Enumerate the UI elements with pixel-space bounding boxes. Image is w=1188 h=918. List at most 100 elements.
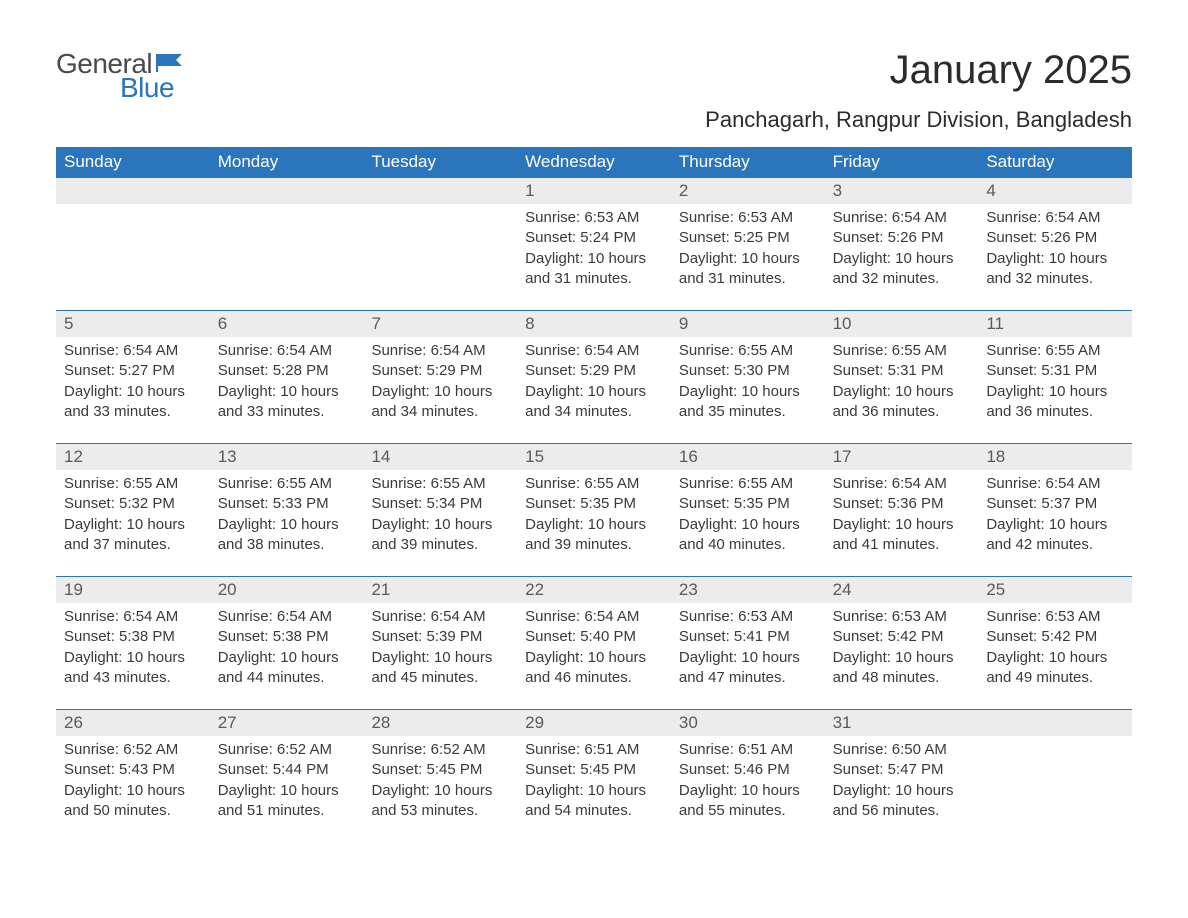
daylight-text: Daylight: 10 hours and 56 minutes. bbox=[833, 781, 971, 822]
day-content-row: Sunrise: 6:54 AMSunset: 5:27 PMDaylight:… bbox=[56, 337, 1132, 443]
sunset-text: Sunset: 5:41 PM bbox=[679, 627, 817, 647]
sunrise-text: Sunrise: 6:51 AM bbox=[525, 740, 663, 760]
week-wrapper: 262728293031Sunrise: 6:52 AMSunset: 5:43… bbox=[56, 709, 1132, 842]
sunset-text: Sunset: 5:38 PM bbox=[218, 627, 356, 647]
day-content-cell: Sunrise: 6:54 AMSunset: 5:27 PMDaylight:… bbox=[56, 337, 210, 443]
day-content-row: Sunrise: 6:55 AMSunset: 5:32 PMDaylight:… bbox=[56, 470, 1132, 576]
weeks-container: 1234Sunrise: 6:53 AMSunset: 5:24 PMDayli… bbox=[56, 178, 1132, 842]
day-number-cell: 20 bbox=[210, 577, 364, 603]
sunset-text: Sunset: 5:30 PM bbox=[679, 361, 817, 381]
day-content-cell: Sunrise: 6:54 AMSunset: 5:26 PMDaylight:… bbox=[825, 204, 979, 310]
day-number-cell: 17 bbox=[825, 444, 979, 470]
daylight-text: Daylight: 10 hours and 55 minutes. bbox=[679, 781, 817, 822]
day-content-cell: Sunrise: 6:55 AMSunset: 5:35 PMDaylight:… bbox=[671, 470, 825, 576]
location-subtitle: Panchagarh, Rangpur Division, Bangladesh bbox=[705, 107, 1132, 133]
day-content-cell: Sunrise: 6:51 AMSunset: 5:46 PMDaylight:… bbox=[671, 736, 825, 842]
day-content-cell: Sunrise: 6:53 AMSunset: 5:24 PMDaylight:… bbox=[517, 204, 671, 310]
daylight-text: Daylight: 10 hours and 45 minutes. bbox=[371, 648, 509, 689]
day-number-row: 12131415161718 bbox=[56, 444, 1132, 470]
sunrise-text: Sunrise: 6:52 AM bbox=[371, 740, 509, 760]
daylight-text: Daylight: 10 hours and 51 minutes. bbox=[218, 781, 356, 822]
sunrise-text: Sunrise: 6:54 AM bbox=[218, 607, 356, 627]
daylight-text: Daylight: 10 hours and 46 minutes. bbox=[525, 648, 663, 689]
day-content-cell: Sunrise: 6:54 AMSunset: 5:38 PMDaylight:… bbox=[56, 603, 210, 709]
day-content-cell: Sunrise: 6:51 AMSunset: 5:45 PMDaylight:… bbox=[517, 736, 671, 842]
sunset-text: Sunset: 5:26 PM bbox=[833, 228, 971, 248]
weekday-header-cell: Monday bbox=[210, 147, 364, 178]
sunrise-text: Sunrise: 6:54 AM bbox=[986, 474, 1124, 494]
day-content-cell: Sunrise: 6:55 AMSunset: 5:31 PMDaylight:… bbox=[978, 337, 1132, 443]
sunrise-text: Sunrise: 6:55 AM bbox=[986, 341, 1124, 361]
sunset-text: Sunset: 5:35 PM bbox=[525, 494, 663, 514]
day-content-cell bbox=[56, 204, 210, 310]
header: General Blue January 2025 Panchagarh, Ra… bbox=[56, 48, 1132, 143]
day-content-cell: Sunrise: 6:52 AMSunset: 5:43 PMDaylight:… bbox=[56, 736, 210, 842]
weekday-header-cell: Friday bbox=[825, 147, 979, 178]
day-number-cell: 28 bbox=[363, 710, 517, 736]
sunrise-text: Sunrise: 6:53 AM bbox=[679, 607, 817, 627]
sunset-text: Sunset: 5:31 PM bbox=[986, 361, 1124, 381]
sunrise-text: Sunrise: 6:54 AM bbox=[525, 607, 663, 627]
daylight-text: Daylight: 10 hours and 36 minutes. bbox=[833, 382, 971, 423]
week-wrapper: 12131415161718Sunrise: 6:55 AMSunset: 5:… bbox=[56, 443, 1132, 576]
sunset-text: Sunset: 5:26 PM bbox=[986, 228, 1124, 248]
day-number-cell: 29 bbox=[517, 710, 671, 736]
day-content-cell: Sunrise: 6:54 AMSunset: 5:37 PMDaylight:… bbox=[978, 470, 1132, 576]
day-number-cell: 15 bbox=[517, 444, 671, 470]
day-number-cell: 16 bbox=[671, 444, 825, 470]
daylight-text: Daylight: 10 hours and 49 minutes. bbox=[986, 648, 1124, 689]
sunrise-text: Sunrise: 6:55 AM bbox=[64, 474, 202, 494]
day-content-cell: Sunrise: 6:55 AMSunset: 5:31 PMDaylight:… bbox=[825, 337, 979, 443]
day-number-cell: 24 bbox=[825, 577, 979, 603]
sunset-text: Sunset: 5:34 PM bbox=[371, 494, 509, 514]
daylight-text: Daylight: 10 hours and 43 minutes. bbox=[64, 648, 202, 689]
day-content-cell: Sunrise: 6:53 AMSunset: 5:42 PMDaylight:… bbox=[825, 603, 979, 709]
sunrise-text: Sunrise: 6:50 AM bbox=[833, 740, 971, 760]
sunrise-text: Sunrise: 6:54 AM bbox=[986, 208, 1124, 228]
sunset-text: Sunset: 5:27 PM bbox=[64, 361, 202, 381]
day-number-cell: 9 bbox=[671, 311, 825, 337]
sunset-text: Sunset: 5:24 PM bbox=[525, 228, 663, 248]
day-number-cell bbox=[210, 178, 364, 204]
sunset-text: Sunset: 5:29 PM bbox=[371, 361, 509, 381]
daylight-text: Daylight: 10 hours and 50 minutes. bbox=[64, 781, 202, 822]
day-number-cell: 23 bbox=[671, 577, 825, 603]
day-number-cell bbox=[363, 178, 517, 204]
day-content-cell: Sunrise: 6:55 AMSunset: 5:32 PMDaylight:… bbox=[56, 470, 210, 576]
sunset-text: Sunset: 5:40 PM bbox=[525, 627, 663, 647]
daylight-text: Daylight: 10 hours and 38 minutes. bbox=[218, 515, 356, 556]
day-content-cell: Sunrise: 6:52 AMSunset: 5:45 PMDaylight:… bbox=[363, 736, 517, 842]
title-block: January 2025 Panchagarh, Rangpur Divisio… bbox=[705, 48, 1132, 143]
day-content-row: Sunrise: 6:53 AMSunset: 5:24 PMDaylight:… bbox=[56, 204, 1132, 310]
day-content-cell: Sunrise: 6:53 AMSunset: 5:41 PMDaylight:… bbox=[671, 603, 825, 709]
daylight-text: Daylight: 10 hours and 33 minutes. bbox=[64, 382, 202, 423]
day-number-cell bbox=[978, 710, 1132, 736]
week-wrapper: 567891011Sunrise: 6:54 AMSunset: 5:27 PM… bbox=[56, 310, 1132, 443]
day-number-cell: 11 bbox=[978, 311, 1132, 337]
logo: General Blue bbox=[56, 48, 186, 104]
day-number-cell: 31 bbox=[825, 710, 979, 736]
logo-text-blue: Blue bbox=[120, 72, 174, 104]
sunrise-text: Sunrise: 6:54 AM bbox=[833, 474, 971, 494]
weekday-header-row: SundayMondayTuesdayWednesdayThursdayFrid… bbox=[56, 147, 1132, 178]
day-number-cell: 4 bbox=[978, 178, 1132, 204]
sunset-text: Sunset: 5:25 PM bbox=[679, 228, 817, 248]
daylight-text: Daylight: 10 hours and 32 minutes. bbox=[986, 249, 1124, 290]
sunrise-text: Sunrise: 6:55 AM bbox=[679, 474, 817, 494]
week-wrapper: 19202122232425Sunrise: 6:54 AMSunset: 5:… bbox=[56, 576, 1132, 709]
day-content-cell: Sunrise: 6:55 AMSunset: 5:35 PMDaylight:… bbox=[517, 470, 671, 576]
sunset-text: Sunset: 5:31 PM bbox=[833, 361, 971, 381]
day-number-cell: 18 bbox=[978, 444, 1132, 470]
sunrise-text: Sunrise: 6:55 AM bbox=[679, 341, 817, 361]
day-number-cell: 3 bbox=[825, 178, 979, 204]
daylight-text: Daylight: 10 hours and 34 minutes. bbox=[371, 382, 509, 423]
sunset-text: Sunset: 5:36 PM bbox=[833, 494, 971, 514]
sunset-text: Sunset: 5:28 PM bbox=[218, 361, 356, 381]
day-number-cell: 30 bbox=[671, 710, 825, 736]
day-content-cell: Sunrise: 6:54 AMSunset: 5:28 PMDaylight:… bbox=[210, 337, 364, 443]
sunrise-text: Sunrise: 6:53 AM bbox=[986, 607, 1124, 627]
day-content-cell bbox=[210, 204, 364, 310]
weekday-header-cell: Saturday bbox=[978, 147, 1132, 178]
day-number-cell: 27 bbox=[210, 710, 364, 736]
daylight-text: Daylight: 10 hours and 31 minutes. bbox=[679, 249, 817, 290]
